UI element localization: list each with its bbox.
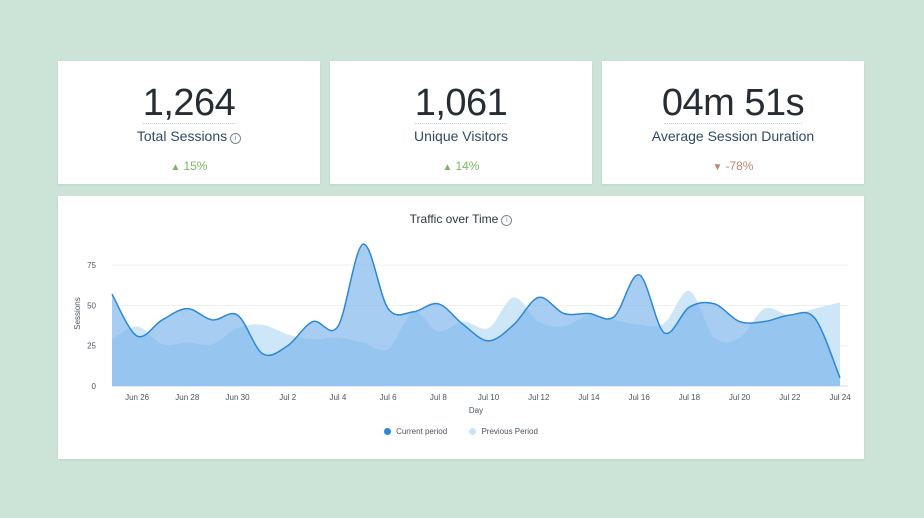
x-tick-label: Jul 10 <box>478 393 500 402</box>
arrow-up-icon: ▲ <box>442 162 453 173</box>
info-icon[interactable]: i <box>501 215 513 226</box>
y-tick-label: 0 <box>92 382 97 391</box>
kpi-label-text: Average Session Duration <box>651 128 815 144</box>
y-tick-label: 75 <box>87 261 96 270</box>
x-axis-title: Day <box>469 406 483 415</box>
legend-label: Previous Period <box>481 427 538 436</box>
legend-item-current[interactable]: Current period <box>384 427 447 436</box>
legend-label: Current period <box>396 427 448 436</box>
x-tick-label: Jun 30 <box>226 393 251 402</box>
kpi-label: Total Sessions i <box>58 127 320 145</box>
series-area-current <box>112 244 840 386</box>
x-tick-label: Jul 12 <box>528 393 550 402</box>
arrow-up-icon: ▲ <box>170 162 181 173</box>
x-tick-label: Jul 16 <box>628 393 650 402</box>
kpi-change: ▼ -78% <box>602 159 864 175</box>
kpi-change-value: 14% <box>455 159 480 173</box>
y-axis-title: Sessions <box>73 297 82 329</box>
kpi-divider <box>143 123 235 124</box>
kpi-label: Unique Visitors <box>330 127 592 145</box>
x-tick-label: Jul 20 <box>729 393 751 402</box>
series-line-current <box>111 243 841 379</box>
x-tick-label: Jul 2 <box>279 393 296 402</box>
chart-title-text: Traffic over Time <box>409 212 499 226</box>
arrow-down-icon: ▼ <box>712 162 723 173</box>
info-icon[interactable]: i <box>230 133 242 144</box>
x-tick-label: Jun 26 <box>125 393 150 402</box>
kpi-change-value: -78% <box>725 159 754 173</box>
kpi-label-text: Unique Visitors <box>414 128 508 144</box>
kpi-value: 04m 51s <box>661 82 805 124</box>
kpi-change: ▲ 14% <box>330 159 592 175</box>
kpi-card-unique-visitors: 1,061 Unique Visitors ▲ 14% <box>330 61 592 184</box>
y-tick-label: 50 <box>87 301 96 310</box>
kpi-change-value: 15% <box>183 159 208 173</box>
legend-dot-icon <box>384 428 392 435</box>
x-tick-label: Jul 8 <box>430 393 447 402</box>
kpi-value: 1,061 <box>414 82 508 124</box>
x-tick-label: Jul 18 <box>679 393 701 402</box>
chart-title: Traffic over Time i <box>58 212 864 226</box>
y-tick-label: 25 <box>87 342 96 351</box>
x-tick-label: Jul 4 <box>329 393 346 402</box>
kpi-label: Average Session Duration <box>602 127 864 145</box>
kpi-divider <box>664 123 802 124</box>
x-tick-label: Jul 24 <box>829 393 851 402</box>
x-tick-label: Jul 6 <box>380 393 397 402</box>
x-tick-label: Jul 22 <box>779 393 801 402</box>
traffic-chart: 0 25 50 75 Sessions Jun 26 Jun 28 Jun 30 Jul 2 Ju… <box>73 243 851 415</box>
kpi-value: 1,264 <box>142 82 236 124</box>
x-tick-label: Jul 14 <box>578 393 600 402</box>
kpi-card-total-sessions: 1,264 Total Sessions i ▲ 15% <box>58 61 320 184</box>
kpi-label-text: Total Sessions <box>136 128 228 144</box>
kpi-change: ▲ 15% <box>58 159 320 175</box>
kpi-card-avg-session-duration: 04m 51s Average Session Duration ▼ -78% <box>602 61 864 184</box>
traffic-chart-card: Traffic over Time i 0 25 50 75 Sessions Jun 26… <box>58 196 864 459</box>
x-tick-label: Jun 28 <box>175 393 200 402</box>
kpi-divider <box>415 123 507 124</box>
legend-dot-icon <box>469 428 477 435</box>
chart-legend: Current period Previous Period <box>58 427 864 436</box>
legend-item-previous[interactable]: Previous Period <box>469 427 538 436</box>
